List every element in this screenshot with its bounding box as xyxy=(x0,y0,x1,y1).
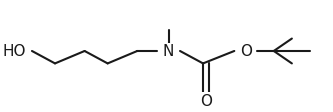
Text: O: O xyxy=(200,93,212,108)
Text: N: N xyxy=(163,44,174,59)
Text: HO: HO xyxy=(2,44,26,59)
Text: O: O xyxy=(240,44,252,59)
